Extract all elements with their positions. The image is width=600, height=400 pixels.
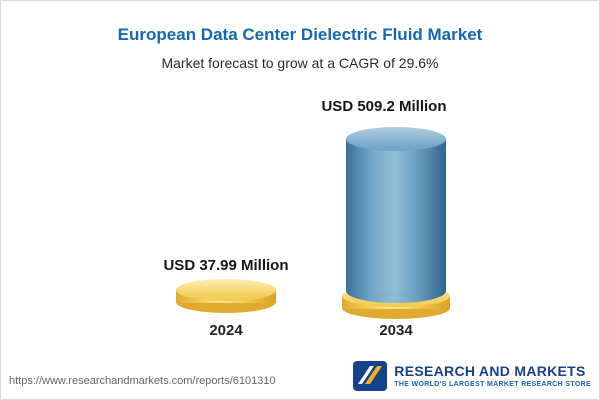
axis-label-2034: 2034 <box>379 322 413 339</box>
chart-title: European Data Center Dielectric Fluid Ma… <box>117 25 483 44</box>
bar-2024 <box>176 279 276 313</box>
bar-2024-top-ellipse <box>176 279 276 301</box>
logo-text-block: RESEARCH AND MARKETS THE WORLD'S LARGEST… <box>394 362 591 389</box>
logo-tagline: THE WORLD'S LARGEST MARKET RESEARCH STOR… <box>394 381 591 389</box>
bar-2034-top-ellipse <box>346 127 446 151</box>
axis-label-2024: 2024 <box>209 322 243 339</box>
bar-2034-body <box>346 139 446 291</box>
bar-2034 <box>346 127 446 303</box>
chart-subtitle: Market forecast to grow at a CAGR of 29.… <box>161 55 439 71</box>
researchandmarkets-logo-icon <box>353 361 388 391</box>
report-url: https://www.researchandmarkets.com/repor… <box>9 375 276 387</box>
logo-name: RESEARCH AND MARKETS <box>394 362 586 379</box>
researchandmarkets-logo: RESEARCH AND MARKETS THE WORLD'S LARGEST… <box>352 360 591 392</box>
value-label-2024: USD 37.99 Million <box>163 257 289 274</box>
value-label-2034: USD 509.2 Million <box>321 98 447 115</box>
